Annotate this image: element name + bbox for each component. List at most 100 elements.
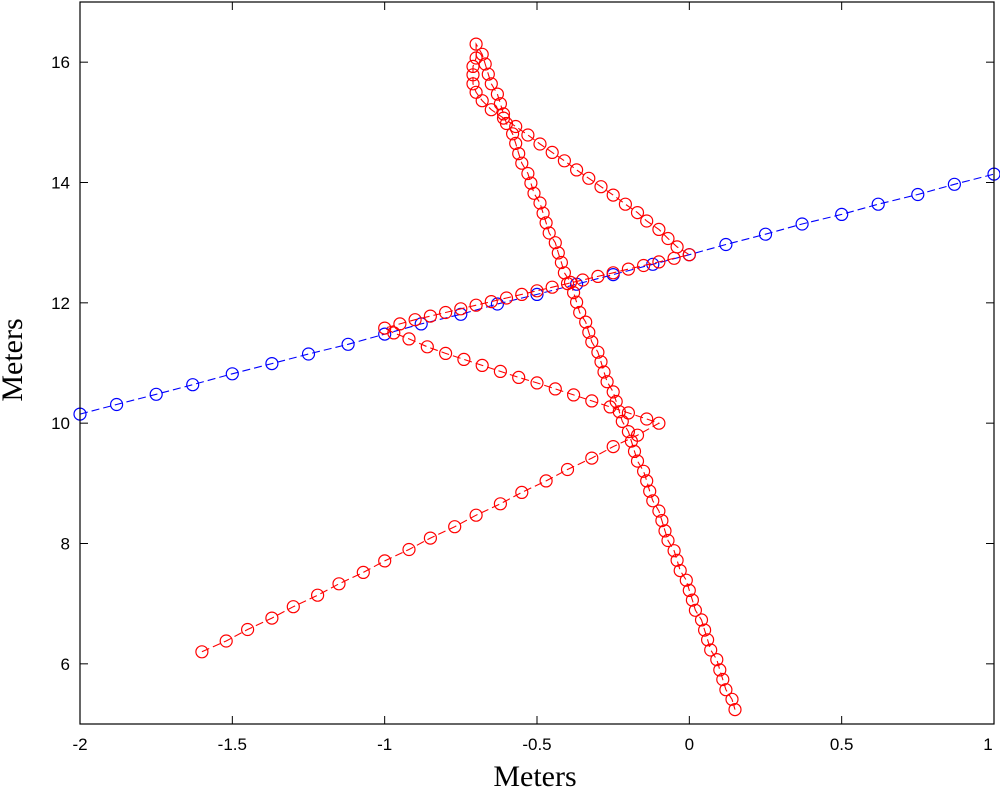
data-point-marker <box>713 663 727 677</box>
data-point-marker <box>219 634 233 648</box>
data-point-marker <box>402 542 416 557</box>
data-point-marker <box>685 593 700 607</box>
data-point-marker <box>265 611 279 625</box>
y-axis-title: Meters <box>0 318 29 401</box>
data-point-marker <box>542 226 556 240</box>
data-point-marker <box>704 643 718 657</box>
data-point-marker <box>420 340 434 354</box>
data-point-marker <box>661 533 675 548</box>
data-point-marker <box>652 504 666 518</box>
series-line <box>79 173 995 415</box>
data-point-marker <box>496 107 511 121</box>
data-point-marker <box>466 77 480 91</box>
data-point-marker <box>627 444 642 458</box>
data-point-marker <box>606 385 620 399</box>
data-point-marker <box>530 284 544 298</box>
data-point-marker <box>515 287 529 301</box>
data-point-marker <box>225 367 239 381</box>
x-tick-label: -1.5 <box>218 735 247 754</box>
y-tick-label: 8 <box>61 535 70 554</box>
data-point-marker <box>423 309 437 323</box>
data-point-marker <box>557 266 572 280</box>
data-point-marker <box>332 577 346 591</box>
data-point-marker <box>423 531 437 545</box>
data-point-marker <box>835 207 849 221</box>
data-point-marker <box>484 103 498 117</box>
data-point-marker <box>378 321 392 335</box>
data-point-marker <box>402 332 416 346</box>
data-point-marker <box>408 313 422 327</box>
data-point-marker <box>582 171 596 185</box>
data-point-marker <box>341 337 355 351</box>
data-point-marker <box>439 305 453 320</box>
data-point-marker <box>947 177 962 191</box>
data-point-marker <box>719 683 733 697</box>
data-point-marker <box>548 382 562 396</box>
data-point-marker <box>643 484 657 498</box>
data-point-marker <box>609 394 623 409</box>
data-point-marker <box>911 187 925 202</box>
data-point-marker <box>393 317 407 331</box>
data-point-marker <box>493 497 507 511</box>
data-point-marker <box>566 388 581 402</box>
data-point-marker <box>533 196 547 210</box>
data-point-marker <box>612 405 626 419</box>
data-point-marker <box>301 347 316 361</box>
x-tick-label: 1 <box>983 735 992 754</box>
data-point-marker <box>311 588 325 602</box>
data-point-marker <box>600 375 614 389</box>
data-point-marker <box>186 378 200 392</box>
data-point-marker <box>594 355 608 369</box>
data-point-marker <box>670 240 684 254</box>
data-point-marker <box>694 613 709 627</box>
data-point-marker <box>569 295 584 309</box>
data-point-marker <box>530 287 544 301</box>
x-tick-label: -2 <box>72 735 87 754</box>
data-point-marker <box>615 414 629 428</box>
data-point-marker <box>591 345 605 359</box>
data-point-marker <box>512 370 526 384</box>
data-point-marker <box>697 623 712 637</box>
data-point-marker <box>700 633 715 647</box>
data-point-marker <box>621 425 636 439</box>
data-point-marker <box>478 57 492 71</box>
series-2 <box>195 37 742 717</box>
data-point-marker <box>673 563 687 578</box>
data-point-marker <box>621 262 636 276</box>
data-point-marker <box>618 197 633 211</box>
data-point-marker <box>509 119 523 134</box>
data-point-marker <box>640 412 654 426</box>
data-point-marker <box>551 246 565 260</box>
data-point-marker <box>448 520 462 534</box>
data-point-marker <box>682 583 696 598</box>
data-point-marker <box>454 302 468 316</box>
data-point-marker <box>560 462 575 477</box>
data-point-marker <box>149 387 163 401</box>
data-point-marker <box>536 206 550 220</box>
data-point-marker <box>554 255 569 270</box>
data-point-marker <box>585 451 599 465</box>
data-point-marker <box>530 376 544 390</box>
data-point-marker <box>484 77 498 91</box>
data-point-marker <box>265 357 279 371</box>
data-point-marker <box>688 603 703 617</box>
data-point-marker <box>539 216 553 230</box>
data-point-marker <box>652 222 666 236</box>
y-tick-label: 12 <box>51 294 70 313</box>
data-point-marker <box>640 474 654 488</box>
data-point-marker <box>493 364 507 378</box>
y-tick-label: 16 <box>51 53 70 72</box>
data-point-marker <box>505 127 520 141</box>
data-point-marker <box>585 394 599 408</box>
data-point-marker <box>682 248 696 262</box>
data-point-marker <box>557 154 572 168</box>
data-point-marker <box>469 298 483 312</box>
data-point-marker <box>563 275 578 289</box>
data-point-marker <box>545 145 559 159</box>
data-point-marker <box>591 269 605 283</box>
data-point-marker <box>594 180 608 194</box>
data-point-marker <box>573 305 587 320</box>
data-point-marker <box>469 508 483 522</box>
